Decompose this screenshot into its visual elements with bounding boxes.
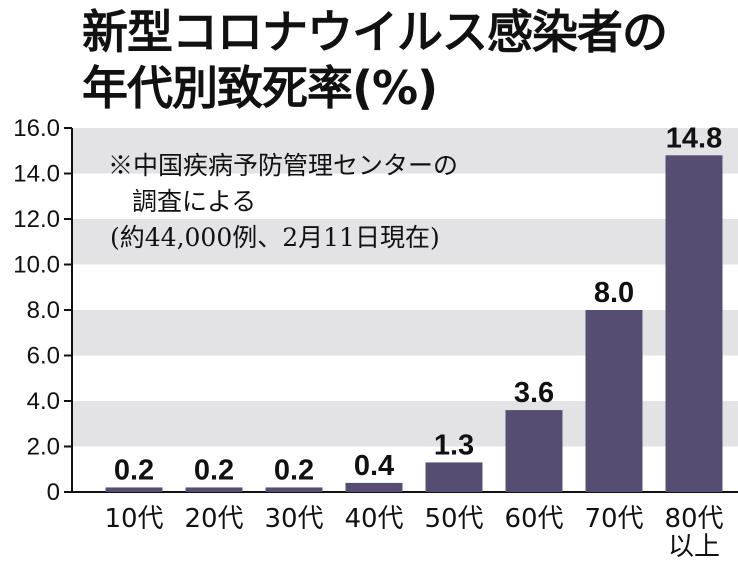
y-tick-label: 10.0 xyxy=(13,252,60,279)
bar xyxy=(425,462,483,492)
bar xyxy=(265,487,323,492)
x-category-label: 以上 xyxy=(668,532,720,562)
labels: 0.2 10代 0.2 20代 0.2 30代 0.4 40代 1.3 50代 3.6 60代 8.0 7… xyxy=(104,122,723,562)
x-category-label: 70代 xyxy=(584,504,643,534)
x-category-label: 40代 xyxy=(344,504,403,534)
y-tick-label: 12.0 xyxy=(13,206,60,233)
x-category-label: 30代 xyxy=(264,504,323,534)
bar xyxy=(665,155,723,493)
bar-value-label: 0.2 xyxy=(194,454,234,486)
x-category-label: 50代 xyxy=(424,504,483,534)
bar xyxy=(185,487,243,492)
source-note-line: 調査による xyxy=(132,187,256,216)
chart-title-line-2: 年代別致死率(%) xyxy=(82,61,438,115)
bar xyxy=(585,310,643,492)
y-tick-label: 14.0 xyxy=(13,161,60,188)
source-note-line: (約44,000例、2月11日現在) xyxy=(110,223,440,252)
bar-value-label: 1.3 xyxy=(434,429,474,461)
chart-title-line-1: 新型コロナウイルス感染者の xyxy=(82,5,668,59)
bar-value-label: 14.8 xyxy=(666,122,722,154)
bar-value-label: 0.2 xyxy=(274,454,314,486)
y-tick-label: 16.0 xyxy=(13,115,60,142)
y-tick-label: 2.0 xyxy=(27,434,60,461)
bar xyxy=(105,487,163,492)
chart-title: 新型コロナウイルス感染者の 年代別致死率(%) xyxy=(82,4,668,116)
source-note-line: ※中国疾病予防管理センターの xyxy=(108,151,458,180)
x-category-label: 60代 xyxy=(504,504,563,534)
axes: 0 2.0 4.0 6.0 8.0 10.0 12.0 14.0 16.0 xyxy=(13,115,738,506)
grid-band xyxy=(72,128,738,174)
bar-value-label: 0.2 xyxy=(114,454,154,486)
bar-value-label: 0.4 xyxy=(354,450,394,482)
bar-value-label: 8.0 xyxy=(594,277,634,309)
y-tick-label: 6.0 xyxy=(27,343,60,370)
x-category-label: 10代 xyxy=(104,504,163,534)
y-tick-label: 0 xyxy=(47,479,60,506)
grid-band xyxy=(72,219,738,265)
bar-value-label: 3.6 xyxy=(514,377,554,409)
y-tick-label: 8.0 xyxy=(27,297,60,324)
bars xyxy=(105,155,723,493)
x-category-label: 20代 xyxy=(184,504,243,534)
x-category-label: 80代 xyxy=(664,504,723,534)
bar xyxy=(345,482,403,492)
bar xyxy=(505,410,563,492)
y-tick-label: 4.0 xyxy=(27,388,60,415)
